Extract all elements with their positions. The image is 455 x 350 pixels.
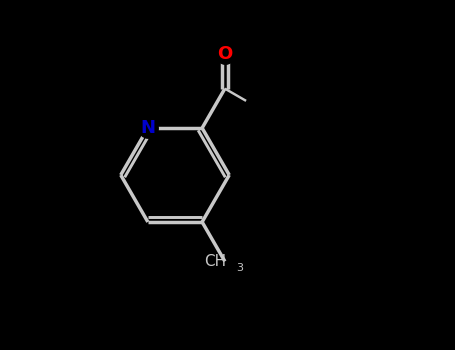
Text: 3: 3 — [236, 263, 243, 273]
Text: N: N — [141, 119, 155, 137]
Text: CH: CH — [204, 254, 227, 269]
Text: O: O — [217, 44, 233, 63]
